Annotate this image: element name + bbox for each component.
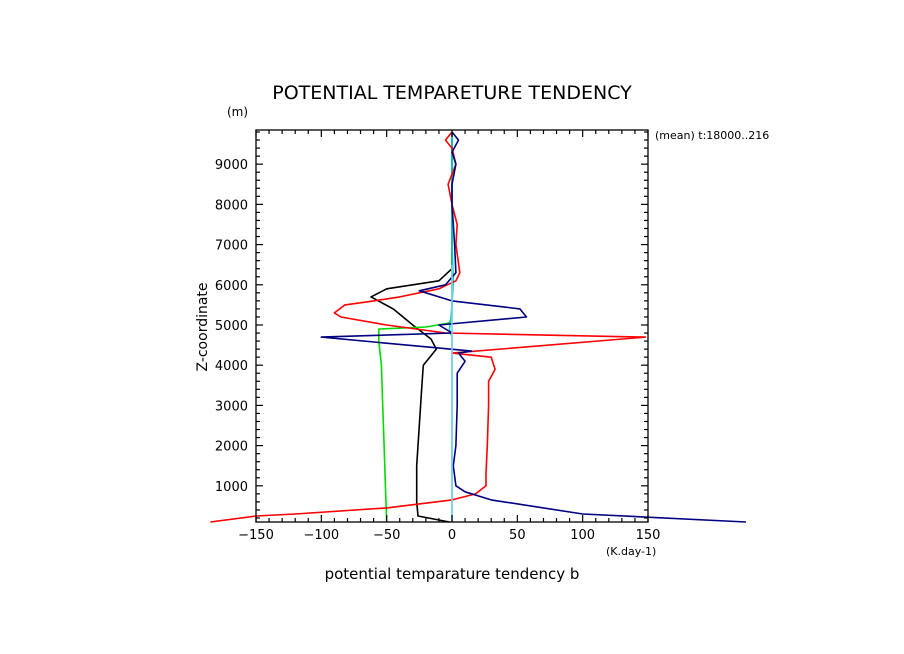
x-tick-label: 150 (636, 528, 661, 543)
y-tick-label: 8000 (215, 198, 248, 213)
x-tick-label: 50 (509, 528, 526, 543)
y-tick-label: 6000 (215, 279, 248, 294)
x-tick-label: −100 (303, 528, 339, 543)
y-tick-label: 2000 (215, 440, 248, 455)
x-tick-label: −50 (373, 528, 400, 543)
tick-layer: −150 −100 −50 0 50 100 150 1000 2000 3000 4000 5000… (215, 130, 661, 543)
series-line-5 (320, 131, 747, 523)
chart-title: POTENTIAL TEMPARETURE TENDENCY (272, 82, 632, 104)
y-tick-label: 4000 (215, 359, 248, 374)
x-axis-label: potential temparature tendency b (325, 565, 580, 583)
chart-subtitle: (mean) t:18000..216 (655, 129, 769, 142)
x-axis-unit: (K.day-1) (606, 545, 656, 558)
y-tick-label: 7000 (215, 239, 248, 254)
plot-frame (255, 129, 649, 523)
y-axis-unit: (m) (227, 105, 248, 119)
y-axis-label: Z-coordinate (195, 282, 211, 371)
y-tick-label: 5000 (215, 319, 248, 334)
x-tick-label: 100 (570, 528, 595, 543)
series-layer (210, 131, 747, 523)
y-tick-label: 1000 (215, 480, 248, 495)
x-tick-label: 0 (448, 528, 456, 543)
x-tick-label: −150 (238, 528, 274, 543)
y-tick-label: 3000 (215, 399, 248, 414)
y-tick-label: 9000 (215, 158, 248, 173)
series-line-4 (210, 131, 647, 523)
